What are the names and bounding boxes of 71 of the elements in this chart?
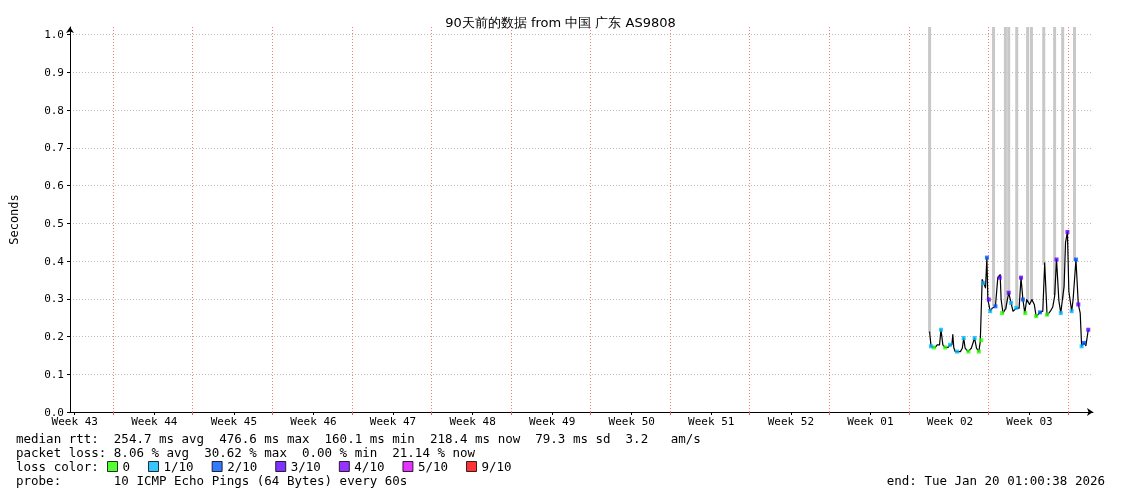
x-tick-label: Week 50	[608, 415, 655, 428]
y-tick-label: 0.9	[44, 65, 64, 79]
y-tick-label: 0.6	[44, 179, 64, 193]
point	[1006, 290, 1011, 295]
legend-label: 3/10	[290, 459, 321, 474]
x-tick-label: Week 45	[210, 415, 258, 428]
point	[979, 338, 984, 343]
x-tick-label: Week 52	[767, 415, 815, 428]
point	[1058, 311, 1063, 316]
y-tick-label: 0.1	[44, 367, 64, 381]
x-tick-label: Week 44	[131, 415, 178, 428]
legend-title: loss color:	[16, 459, 99, 474]
point	[984, 255, 989, 260]
point	[1069, 309, 1074, 314]
y-tick-label: 0.7	[44, 141, 64, 155]
y-axis-title: Seconds	[7, 194, 21, 245]
y-tick-label: 0.3	[44, 292, 64, 306]
point	[997, 275, 1002, 280]
point	[993, 304, 998, 309]
point	[1086, 327, 1091, 332]
legend-label: 4/10	[354, 459, 385, 474]
point	[1020, 297, 1025, 302]
text: end: Tue Jan 20 01:00:38 2026	[886, 473, 1105, 488]
x-tick-label: Week 48	[449, 415, 496, 428]
y-tick-label: 0.2	[44, 330, 64, 344]
point	[972, 336, 977, 341]
point	[1076, 302, 1081, 307]
point	[955, 349, 960, 354]
point	[1019, 275, 1024, 280]
point	[1037, 310, 1042, 315]
legend-label: 9/10	[481, 459, 512, 474]
y-tick-label: 0.8	[44, 103, 64, 117]
legend-label: 1/10	[163, 459, 194, 474]
y-tick-label: 1.0	[44, 28, 64, 42]
point	[1034, 314, 1039, 319]
point	[1014, 305, 1019, 310]
x-tick-label: Week 03	[1006, 415, 1053, 428]
x-tick-label: Week 51	[688, 415, 735, 428]
x-tick-label: Week 01	[847, 415, 894, 428]
x-tick-label: Week 02	[926, 415, 974, 428]
x-tick-label: Week 47	[369, 415, 417, 428]
point	[981, 280, 986, 285]
point	[961, 336, 966, 341]
x-tick-label: Week 46	[290, 415, 337, 428]
point	[1073, 257, 1078, 262]
point	[1054, 257, 1059, 262]
text: probe: 10 ICMP Echo Pings (64 Bytes) every 60s	[16, 473, 408, 488]
point	[1009, 300, 1014, 305]
point	[947, 342, 952, 347]
y-tick-label: 0.4	[44, 254, 65, 268]
x-tick-label: Week 43	[51, 415, 98, 428]
point	[976, 349, 981, 354]
y-tick-label: 0.5	[44, 216, 64, 230]
point	[966, 349, 971, 354]
point	[1082, 340, 1086, 345]
legend-label: 0	[122, 459, 131, 474]
point	[988, 309, 993, 314]
text: packet loss: 8.06 % avg 30.62 % max 0.00 % min 21.14 % now	[16, 445, 476, 460]
point	[943, 345, 948, 350]
point	[1000, 311, 1005, 316]
point	[938, 327, 943, 332]
legend-label: 5/10	[417, 459, 449, 474]
x-tick-label: Week 49	[528, 415, 576, 428]
text: median rtt: 254.7 ms avg 476.6 ms max 160.1 ms min 218.4 ms now 79.3 ms sd 3.2 am/s	[16, 431, 701, 446]
point	[986, 297, 991, 302]
legend-label: 2/10	[227, 459, 258, 474]
point	[1023, 311, 1028, 316]
point	[1045, 312, 1050, 317]
point	[1065, 229, 1070, 234]
chart-title: 90天前的数据 from 中国 广东 AS9808	[445, 15, 676, 30]
line-series	[929, 231, 1089, 353]
